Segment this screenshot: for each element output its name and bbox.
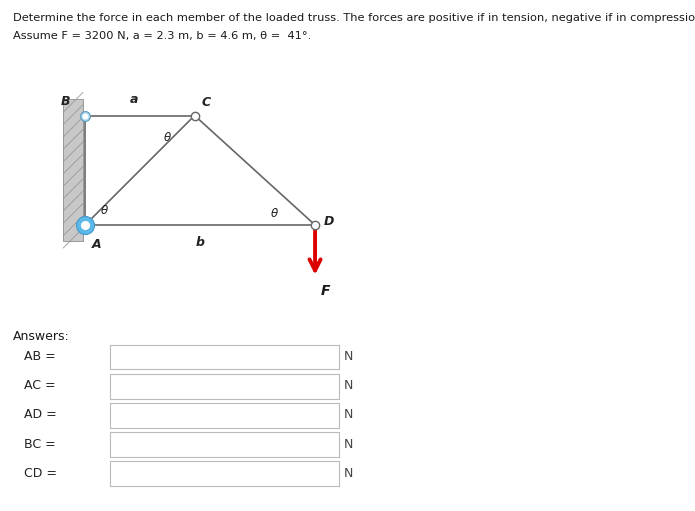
Text: i: i (94, 438, 98, 451)
Text: AD =: AD = (24, 408, 57, 422)
Text: AB =: AB = (24, 350, 56, 363)
Text: F: F (320, 284, 330, 298)
Text: D: D (324, 215, 334, 228)
Text: a: a (130, 92, 138, 106)
Text: N: N (344, 437, 353, 451)
Text: N: N (344, 379, 353, 392)
Text: b: b (195, 236, 204, 249)
Text: θ: θ (271, 206, 279, 220)
Polygon shape (63, 99, 83, 242)
Text: θ: θ (100, 204, 108, 217)
Text: N: N (344, 408, 353, 422)
Text: i: i (94, 380, 98, 393)
Text: i: i (94, 467, 98, 480)
Text: Determine the force in each member of the loaded truss. The forces are positive : Determine the force in each member of th… (13, 13, 695, 23)
Text: θ: θ (164, 131, 171, 144)
Text: CD =: CD = (24, 467, 57, 480)
Text: AC =: AC = (24, 379, 56, 392)
Text: BC =: BC = (24, 437, 56, 451)
Text: i: i (94, 351, 98, 364)
Text: Answers:: Answers: (13, 330, 70, 342)
Text: A: A (92, 238, 101, 251)
Text: B: B (60, 95, 70, 108)
Text: i: i (94, 409, 98, 422)
Text: N: N (344, 467, 353, 480)
Text: Assume F = 3200 N, a = 2.3 m, b = 4.6 m, θ =  41°.: Assume F = 3200 N, a = 2.3 m, b = 4.6 m,… (13, 31, 311, 41)
Text: C: C (201, 96, 211, 109)
Text: N: N (344, 350, 353, 363)
